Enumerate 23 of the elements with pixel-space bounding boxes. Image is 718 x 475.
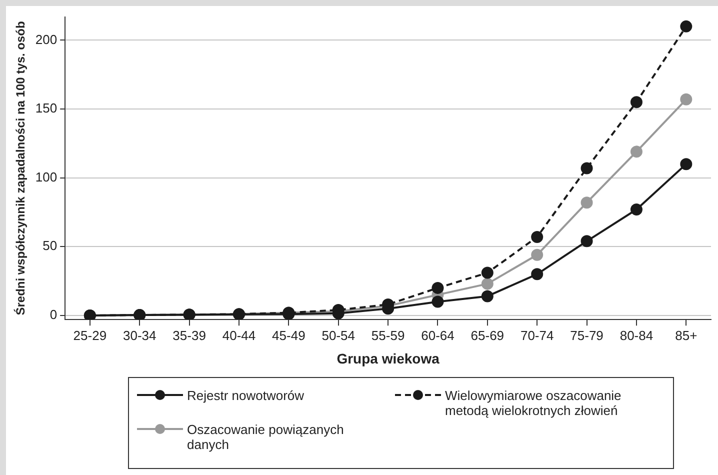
x-tick-label: 50-54 <box>322 328 355 343</box>
x-tick-label: 55-59 <box>371 328 405 343</box>
x-tick-label: 35-39 <box>172 328 206 343</box>
x-tick-label: 30-34 <box>122 328 156 343</box>
x-tick-label: 40-44 <box>222 328 256 343</box>
y-axis-title: Średni współczynnik zapadalności na 100 tys. osób <box>14 21 28 316</box>
y-tick-label: 50 <box>42 238 58 254</box>
x-tick-label: 45-49 <box>272 328 306 343</box>
legend-label: Wielowymiarowe oszacowanie metodą wielokrotnych złowień <box>445 388 622 418</box>
x-tick-label: 75-79 <box>570 328 604 343</box>
x-tick-label: 25-29 <box>73 328 107 343</box>
legend-label: Rejestr nowotworów <box>187 388 304 403</box>
x-tick-label: 85+ <box>675 328 698 343</box>
y-tick-label: 100 <box>35 169 58 184</box>
y-tick-label: 200 <box>35 32 58 47</box>
legend-label: Oszacowanie powiązanych danych <box>187 422 345 452</box>
x-tick-label: 80-84 <box>620 328 654 343</box>
y-tick-label: 150 <box>35 100 58 116</box>
x-tick-label: 70-74 <box>520 328 554 343</box>
x-axis-title: Grupa wiekowa <box>336 350 440 366</box>
x-tick-label: 60-64 <box>421 328 454 343</box>
x-tick-label: 65-69 <box>470 328 504 343</box>
y-tick-label: 0 <box>50 307 58 322</box>
